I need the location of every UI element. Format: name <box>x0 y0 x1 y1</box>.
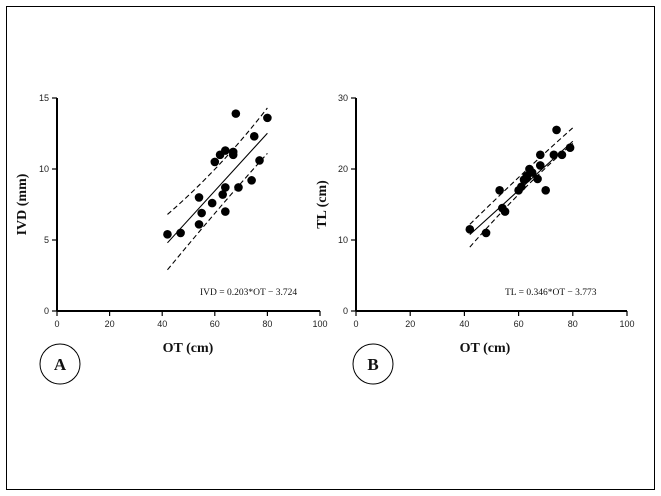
panel-b-equation: TL = 0.346*OT − 3.773 <box>505 288 597 298</box>
panel-b-x-tick-label: 60 <box>514 319 524 329</box>
panel-b-x-tick-label: 0 <box>353 319 358 329</box>
panel-a-chart: 0 20 40 60 80 100 0 5 10 15 OT (cm) IVD (mm) IVD … <box>15 93 328 385</box>
panel-a-data-point <box>163 230 172 239</box>
panel-a-x-title: OT (cm) <box>163 341 214 356</box>
panel-b-y-title: TL (cm) <box>315 180 330 229</box>
panel-b-label-circle <box>352 343 394 385</box>
panel-a-data-point <box>249 132 259 141</box>
panel-a-x-tick-label: 40 <box>157 319 167 329</box>
panel-b-data-point <box>522 173 532 183</box>
panel-a-y-tick-label: 5 <box>44 235 49 245</box>
panel-a-data-point <box>207 198 217 208</box>
panel-a-data-point <box>194 220 204 229</box>
panel-a-x-tick-label: 100 <box>312 319 327 329</box>
panel-b-data-point <box>527 168 537 177</box>
panel-b-chart: 0 20 40 60 80 100 0 10 20 30 OT (cm) TL (cm) TL =… <box>315 93 635 385</box>
panel-a-y-tick-label: 0 <box>44 306 49 316</box>
panel-b-x-tick-label: 20 <box>405 319 415 329</box>
panel-a-data-point <box>176 228 185 238</box>
panel-b-x-tick-label: 100 <box>619 319 634 329</box>
panel-a-data-point <box>221 183 230 192</box>
panel-b-x-title: OT (cm) <box>460 341 511 356</box>
panel-a-y-tick-label: 10 <box>39 164 49 174</box>
panel-a-data-point <box>194 193 204 202</box>
panel-a-data-point <box>231 109 241 118</box>
panel-b-x-tick-label: 40 <box>459 319 469 329</box>
panel-b-y-tick-label: 0 <box>343 306 348 316</box>
panel-a-x-tick-label: 20 <box>105 319 115 329</box>
panel-a-x-tick-label: 0 <box>54 319 59 329</box>
panel-b-data-point <box>541 186 550 195</box>
panel-b-data-point <box>535 150 545 160</box>
panel-b-data-point <box>565 143 575 152</box>
panel-a-data-point <box>221 146 230 155</box>
panel-b-ci-upper <box>469 127 574 225</box>
panel-a-data-point <box>221 207 230 216</box>
panel-b-data-point <box>557 150 567 160</box>
panel-b-data-point <box>495 186 504 195</box>
panel-a-ci-lower <box>167 153 268 271</box>
panel-a-data-point <box>197 208 206 218</box>
panel-a-x-tick-label: 80 <box>262 319 272 329</box>
panel-b-data-point <box>552 125 561 135</box>
panel-a-data-point <box>210 157 220 167</box>
panel-b-data-point <box>533 174 542 184</box>
panel-b-data-point <box>549 150 559 160</box>
panel-a-label: A <box>54 355 67 374</box>
panel-b-x-tick-label: 80 <box>568 319 578 329</box>
panel-b-data-point <box>500 207 510 216</box>
panel-a-data-point <box>247 176 256 185</box>
outer-frame <box>6 6 655 490</box>
panel-a-data-point <box>228 150 238 160</box>
panel-a-data-point <box>234 183 243 192</box>
panel-b-data-point <box>465 225 475 234</box>
panel-a-regression-line <box>167 132 268 244</box>
panel-b-y-tick-label: 10 <box>338 235 348 245</box>
panel-a-data-point <box>263 113 272 123</box>
panel-a-label-circle <box>39 343 81 385</box>
panel-a-x-tick-label: 60 <box>210 319 220 329</box>
panel-b-data-point <box>535 161 545 170</box>
panel-a-y-title: IVD (mm) <box>15 173 30 235</box>
panel-a-data-point <box>218 190 227 199</box>
panel-a-equation: IVD = 0.203*OT − 3.724 <box>200 288 297 298</box>
panel-a-data-point <box>255 156 264 165</box>
panel-a-y-tick-label: 15 <box>39 93 49 103</box>
panel-b-data-point <box>481 228 491 238</box>
panel-b-data-point <box>517 182 526 192</box>
panel-b-y-tick-label: 30 <box>338 93 348 103</box>
panel-a-ci-upper <box>167 107 268 215</box>
panel-b-y-tick-label: 20 <box>338 164 348 174</box>
panel-b-label: B <box>367 355 378 374</box>
